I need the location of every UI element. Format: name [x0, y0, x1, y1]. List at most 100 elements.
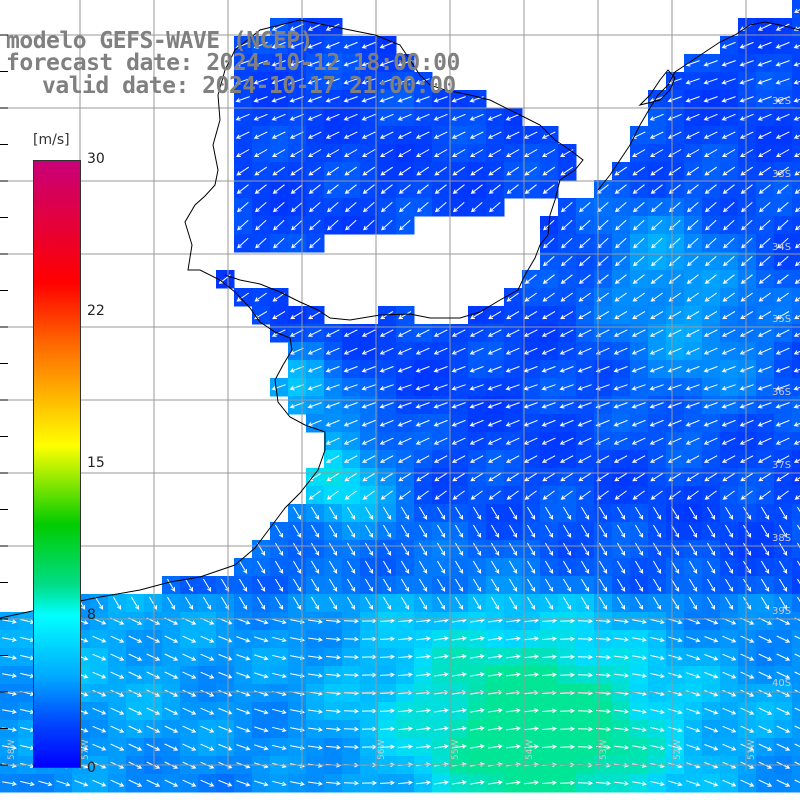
- wind-arrow: [274, 596, 284, 610]
- wind-arrow: [542, 292, 555, 302]
- wind-arrow: [398, 472, 412, 482]
- wind-speed-cell: [792, 666, 800, 685]
- wind-arrow: [488, 310, 502, 320]
- wind-arrow: [379, 437, 394, 445]
- wind-arrow: [706, 542, 716, 556]
- wind-arrow: [577, 726, 594, 732]
- wind-arrow: [758, 779, 773, 787]
- wind-arrow: [254, 672, 269, 679]
- wind-arrow: [652, 596, 662, 610]
- wind-arrow: [757, 384, 772, 391]
- wind-arrow: [633, 237, 645, 249]
- wind-arrow: [722, 635, 737, 643]
- wind-arrow: [235, 60, 250, 67]
- wind-arrow: [721, 131, 736, 139]
- wind-arrow: [685, 131, 700, 139]
- wind-arrow: [614, 619, 629, 624]
- wind-arrow: [415, 419, 430, 427]
- wind-arrow: [721, 149, 736, 158]
- longitude-label: 51W: [747, 740, 757, 760]
- wind-arrow: [289, 366, 304, 373]
- colorbar-tick-8: 8: [87, 607, 96, 623]
- wind-speed-cell: [792, 774, 800, 793]
- wind-arrow: [650, 726, 665, 733]
- wind-arrow: [182, 635, 197, 643]
- wind-arrow: [562, 542, 572, 556]
- wind-arrow: [308, 655, 323, 660]
- wind-arrow: [703, 366, 718, 373]
- wind-arrow: [739, 347, 754, 355]
- wind-arrow: [578, 202, 591, 213]
- wind-arrow: [364, 524, 374, 538]
- wind-arrow: [451, 437, 466, 445]
- wind-arrow: [487, 455, 502, 463]
- wind-arrow: [379, 347, 394, 355]
- wind-arrow: [289, 149, 304, 158]
- wind-arrow: [615, 237, 627, 249]
- wind-arrow: [310, 524, 320, 538]
- wind-arrow: [308, 709, 323, 714]
- wind-arrow: [758, 653, 773, 661]
- wind-arrow: [272, 618, 287, 625]
- wind-arrow: [218, 653, 233, 661]
- wind-arrow: [598, 524, 608, 538]
- wind-arrow: [776, 779, 791, 787]
- wind-arrow: [415, 329, 430, 337]
- wind-arrow: [794, 743, 800, 748]
- wind-speed-cell: [792, 738, 800, 757]
- wind-arrow: [758, 472, 772, 482]
- wind-arrow: [703, 96, 718, 103]
- wind-arrow: [236, 726, 251, 733]
- wind-arrow: [469, 113, 484, 121]
- wind-arrow: [776, 653, 791, 661]
- wind-arrow: [343, 41, 358, 49]
- wind-arrow: [722, 671, 737, 679]
- wind-arrow: [235, 149, 250, 158]
- wind-arrow: [291, 219, 303, 231]
- wind-arrow: [670, 560, 680, 574]
- wind-arrow: [632, 637, 647, 642]
- wind-arrow: [236, 636, 251, 643]
- wind-arrow: [379, 780, 396, 786]
- wind-arrow: [343, 437, 358, 445]
- wind-arrow: [775, 455, 790, 463]
- wind-arrow: [308, 619, 323, 624]
- wind-arrow: [577, 419, 592, 427]
- wind-arrow: [722, 184, 735, 194]
- wind-arrow: [740, 707, 755, 715]
- wind-arrow: [292, 506, 302, 520]
- wind-arrow: [92, 707, 107, 715]
- wind-arrow: [130, 596, 140, 610]
- wind-speed-cell: [792, 468, 800, 487]
- wind-speed-cell: [792, 162, 800, 181]
- wind-arrow: [434, 672, 449, 677]
- wind-arrow: [632, 745, 647, 750]
- wind-arrow: [415, 708, 432, 713]
- wind-arrow: [740, 689, 755, 697]
- wind-arrow: [310, 578, 320, 592]
- wind-arrow: [379, 78, 394, 85]
- wind-arrow: [541, 347, 556, 355]
- wind-arrow: [542, 310, 556, 320]
- wind-arrow: [526, 578, 536, 592]
- longitude-label: 53W: [599, 740, 609, 760]
- wind-arrow: [704, 166, 718, 176]
- wind-arrow: [614, 256, 627, 267]
- wind-arrow: [254, 708, 269, 715]
- wind-arrow: [688, 578, 698, 592]
- wind-arrow: [379, 726, 396, 732]
- wind-arrow: [541, 366, 556, 373]
- wind-arrow: [613, 384, 628, 391]
- wind-arrow: [487, 329, 502, 337]
- wind-arrow: [523, 347, 538, 355]
- wind-arrow: [775, 419, 790, 427]
- wind-arrow: [578, 274, 591, 284]
- wind-arrow: [667, 384, 682, 391]
- wind-speed-cell: [792, 612, 800, 631]
- wind-arrow: [704, 202, 717, 213]
- wind-arrow: [562, 506, 572, 520]
- wind-arrow: [559, 329, 574, 337]
- wind-arrow: [506, 726, 521, 731]
- wind-arrow: [685, 78, 700, 85]
- wind-arrow: [577, 780, 594, 786]
